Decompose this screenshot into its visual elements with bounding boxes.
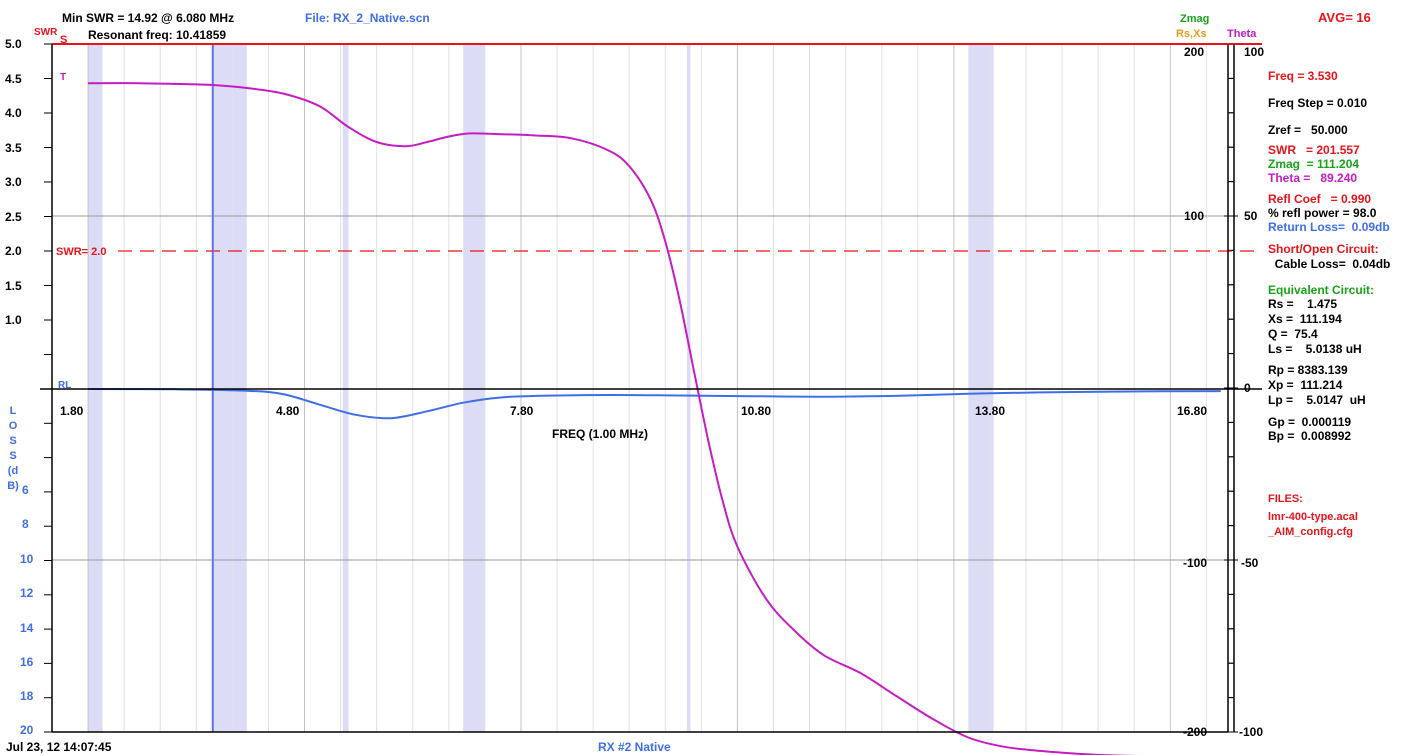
loss-tick-label: 20 (20, 723, 34, 737)
swr-readout: SWR = 201.557 (1268, 143, 1360, 157)
avg-readout: AVG= 16 (1318, 10, 1371, 25)
file-entry: _AIM_config.cfg (1268, 526, 1353, 538)
ham-band-shading (88, 44, 994, 732)
return-loss-readout: Return Loss= 0.09db (1268, 220, 1390, 234)
freq-tick-label: 7.80 (510, 404, 534, 418)
theta-tick-label: -100 (1239, 725, 1264, 739)
swr-tick-label: 3.0 (5, 175, 22, 189)
theta-tick-label: 0 (1244, 381, 1251, 395)
zmag-tick-label: -200 (1183, 725, 1208, 739)
rp-readout: Rp = 8383.139 (1268, 363, 1348, 377)
band-shade (210, 44, 247, 732)
swr-tick-label: 5.0 (5, 37, 22, 51)
theta-tick-label: 50 (1244, 209, 1258, 223)
q-readout: Q = 75.4 (1268, 327, 1318, 341)
swr-tick-label: 1.5 (5, 279, 22, 293)
freq-readout: Freq = 3.530 (1268, 69, 1338, 83)
file-name: File: RX_2_Native.scn (305, 11, 430, 25)
gp-readout: Gp = 0.000119 (1268, 415, 1352, 429)
short-open-title: Short/Open Circuit: (1268, 242, 1379, 256)
refl-power-readout: % refl power = 98.0 (1268, 206, 1377, 220)
bp-readout: Bp = 0.008992 (1268, 429, 1352, 443)
series-return-loss-line (88, 388, 1221, 420)
resonant-freq-readout: Resonant freq: 10.41859 (88, 28, 227, 42)
zmag-readout: Zmag = 111.204 (1268, 157, 1360, 171)
series-rl-marker: RL (58, 380, 72, 391)
loss-tick-label: 12 (20, 586, 34, 600)
series-s-marker: S (60, 34, 68, 46)
ls-readout: Ls = 5.0138 uH (1268, 342, 1362, 356)
swr-2-label: SWR= 2.0 (56, 246, 107, 258)
swr-tick-label: 3.5 (5, 141, 22, 155)
lp-readout: Lp = 5.0147 uH (1268, 393, 1366, 407)
theta-readout: Theta = 89.240 (1268, 171, 1358, 185)
zmag-tick-label: 100 (1184, 209, 1205, 223)
plot-title: RX #2 Native (598, 740, 671, 754)
loss-axis-label: LOSS (dB) (7, 405, 19, 492)
file-entry: lmr-400-type.acal (1268, 511, 1358, 523)
zmag-tick-label: 200 (1184, 45, 1205, 59)
band-shade (463, 44, 485, 732)
axis-ticks (44, 43, 1238, 733)
zref-readout: Zref = 50.000 (1268, 123, 1348, 137)
series-theta-line (88, 82, 1140, 755)
swr-axis-label: SWR (34, 27, 58, 38)
freq-step-readout: Freq Step = 0.010 (1268, 96, 1368, 110)
swr-tick-label: 2.0 (5, 244, 22, 258)
loss-tick-label: 16 (20, 655, 34, 669)
series-t-marker: T (60, 72, 67, 83)
zmag-axis-label: Zmag (1180, 13, 1210, 25)
loss-tick-label: 8 (22, 517, 29, 531)
band-shade (968, 44, 994, 732)
rsxs-axis-label: Rs,Xs (1176, 28, 1207, 40)
refl-coef-readout: Refl Coef = 0.990 (1268, 192, 1372, 206)
freq-tick-label: 10.80 (741, 404, 772, 418)
files-title: FILES: (1268, 493, 1303, 505)
swr-tick-label: 4.0 (5, 106, 22, 120)
xs-readout: Xs = 111.194 (1268, 312, 1342, 326)
loss-tick-label: 10 (20, 552, 34, 566)
theta-tick-label: -50 (1241, 556, 1259, 570)
plot-frame (40, 44, 1262, 733)
cable-loss-readout: Cable Loss= 0.04db (1268, 257, 1391, 271)
rs-readout: Rs = 1.475 (1268, 297, 1338, 311)
min-swr-readout: Min SWR = 14.92 @ 6.080 MHz (62, 11, 235, 25)
freq-tick-label: 4.80 (276, 404, 300, 418)
plot-grid (52, 44, 1228, 732)
freq-tick-label: 1.80 (60, 404, 84, 418)
x-axis-title: FREQ (1.00 MHz) (552, 427, 649, 441)
theta-tick-label: 100 (1244, 45, 1265, 59)
band-shade (686, 44, 691, 732)
swr-tick-label: 1.0 (5, 313, 22, 327)
loss-tick-label: 6 (22, 483, 29, 497)
zmag-tick-label: -100 (1183, 556, 1208, 570)
band-shade (88, 44, 103, 732)
theta-axis-label: Theta (1227, 28, 1257, 40)
freq-tick-label: 16.80 (1177, 404, 1208, 418)
loss-tick-label: 14 (20, 621, 34, 635)
xp-readout: Xp = 111.214 (1268, 378, 1343, 392)
timestamp: Jul 23, 12 14:07:45 (6, 740, 112, 754)
loss-tick-label: 18 (20, 689, 34, 703)
band-shade (342, 44, 349, 732)
freq-tick-label: 13.80 (975, 404, 1006, 418)
swr-tick-label: 4.5 (5, 72, 22, 86)
swr-tick-label: 2.5 (5, 210, 22, 224)
equivalent-circuit-title: Equivalent Circuit: (1268, 283, 1375, 297)
